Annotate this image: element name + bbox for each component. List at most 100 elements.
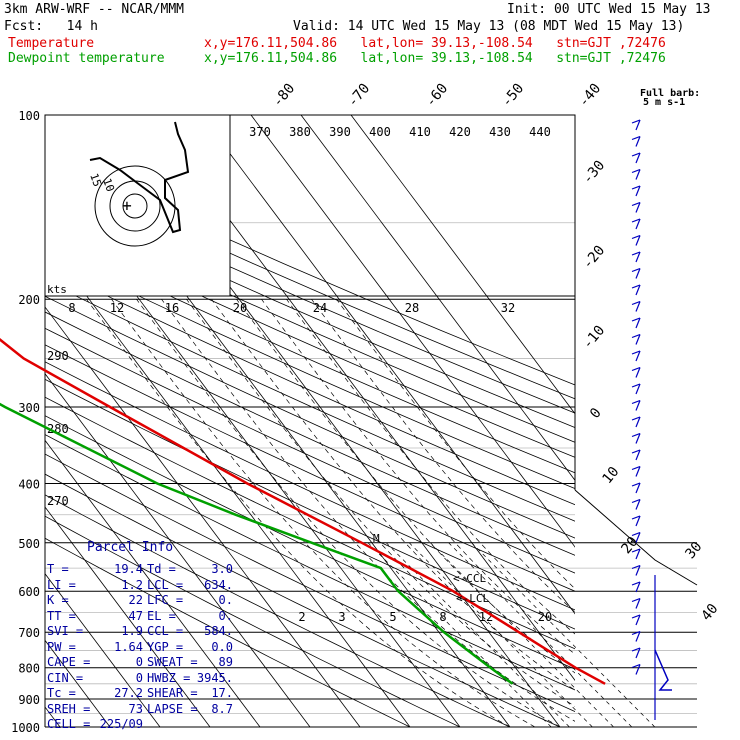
wind-barb-icon: [631, 333, 641, 339]
parcel-row: SVI = 1.9 CCL = 584.: [47, 624, 235, 640]
parcel-info-title: Parcel Info: [87, 540, 174, 555]
dry-adiabat: [45, 250, 575, 490]
wind-barb-icon: [631, 317, 641, 322]
theta-box: [229, 114, 576, 297]
parcel-cell: SHEAR =: [147, 686, 198, 700]
mixing-ratio-label: 20: [538, 610, 552, 624]
wind-barb-icon: [631, 647, 641, 652]
wind-barb-icon: [631, 152, 641, 157]
parcel-cell: SREH =: [47, 701, 91, 716]
pressure-label: 600: [18, 585, 40, 599]
wind-barb-icon: [635, 400, 641, 411]
parcel-cell: Tc =: [47, 686, 76, 700]
chart-right-edge: [574, 489, 698, 586]
parcel-row: K = 22 LFC = 0.: [47, 593, 235, 609]
theta-label: 420: [449, 125, 471, 139]
moist-adiabat: [136, 298, 561, 727]
mixing-ratio-line: [471, 542, 656, 728]
wind-barb-icon: [635, 334, 641, 345]
mixing-ratio-label: 8: [68, 301, 75, 315]
isotherm-line: [0, 115, 10, 727]
dewpoint-profile: [0, 402, 514, 685]
mixing-ratio-label: 16: [165, 301, 179, 315]
mixing-ratio-label: 8: [439, 610, 446, 624]
parcel-cell: 634.: [204, 577, 233, 592]
dry-adiabat: [45, 311, 575, 556]
wind-barb-icon: [635, 119, 641, 131]
parcel-row: Tc = 27.2 SHEAR = 17.: [47, 686, 235, 702]
dry-adiabat: [45, 181, 575, 414]
hodograph-units-label: kts: [47, 283, 67, 296]
wind-barb-icon: [631, 465, 641, 471]
parcel-row: LI = 1.2 LCL = 634.: [47, 578, 235, 594]
isotherm-line: [45, 239, 411, 727]
dry-adiabat: [45, 167, 575, 400]
mixing-ratio-label: 24: [313, 301, 327, 315]
mixing-ratio-label: 5: [389, 610, 396, 624]
wind-barb-icon: [635, 350, 641, 362]
parcel-cell: 0.: [218, 608, 233, 623]
theta-label: 390: [329, 125, 351, 139]
moist-adiabat: [86, 298, 511, 727]
dry-adiabat: [45, 295, 575, 539]
mixing-ratio-line: [409, 542, 593, 728]
dewpoint-location: x,y=176.11,504.86 lat,lon= 39.13,-108.54…: [204, 51, 666, 66]
wind-barb-icon: [631, 366, 641, 372]
parcel-cell: 0.: [218, 593, 233, 607]
parcel-row: CELL = 225/09: [47, 717, 235, 733]
wind-barb-icon: [635, 383, 641, 395]
isotherm-line: [45, 439, 261, 727]
moist-adiabat: [186, 298, 575, 707]
wind-barb-icon: [631, 581, 641, 586]
moist-adiabat: [286, 298, 575, 635]
parcel-cell: LI =: [47, 577, 76, 592]
wind-barb-icon: [631, 399, 641, 405]
isotherm-line: [45, 373, 311, 727]
dry-adiabat: [45, 280, 575, 522]
theta-label: 400: [369, 125, 391, 139]
parcel-cell: EL =: [147, 608, 176, 623]
parcel-cell: 89: [218, 655, 233, 669]
dry-adiabat: [45, 221, 575, 458]
pressure-label: 100: [18, 109, 40, 123]
parcel-cell: CIN =: [47, 670, 84, 685]
parcel-row: T = 19.4 Td = 3.0: [47, 562, 235, 578]
dry-adiabat-label: 270: [47, 494, 69, 508]
wind-barb-icon: [631, 234, 641, 240]
wind-barb-icon: [635, 251, 641, 263]
parcel-info-table: T = 19.4 Td = 3.0 LI = 1.2 LCL = 634. K = 22 LFC =…: [47, 562, 235, 733]
parcel-row: TT = 47 EL = 0.: [47, 609, 235, 625]
parcel-cell: 8.7: [211, 701, 233, 716]
parcel-cell: SWEAT =: [147, 655, 198, 669]
parcel-cell: 1.64: [114, 639, 143, 654]
isotherm-line: [250, 115, 575, 548]
wind-barb-icon: [635, 614, 641, 626]
parcel-cell: 17.: [211, 686, 233, 700]
m-marker: M: [373, 532, 380, 545]
dry-adiabat: [45, 396, 575, 650]
wind-barb-icon: [635, 565, 641, 576]
mixing-ratio-label: 28: [405, 301, 419, 315]
isotherm-label: -30: [580, 158, 609, 188]
isotherm-label: 40: [698, 601, 721, 624]
init-time: Init: 00 UTC Wed 15 May 13: [507, 2, 711, 17]
parcel-cell: LFC =: [147, 593, 184, 607]
wind-barb-icon: [635, 581, 641, 593]
isotherm-label: -70: [345, 81, 374, 111]
dry-adiabat: [45, 453, 575, 712]
temperature-location: x,y=176.11,504.86 lat,lon= 39.13,-108.54…: [204, 36, 666, 51]
dry-adiabat: [45, 494, 511, 727]
parcel-row: CIN = 0 HWBZ = 3945.: [47, 671, 235, 687]
mixing-ratio-label: 20: [233, 301, 247, 315]
dry-adiabat: [45, 207, 575, 443]
isotherm-label: -80: [270, 81, 299, 111]
temperature-profile: [0, 338, 606, 685]
parcel-cell: 27.2: [114, 686, 143, 700]
parcel-cell: [195, 717, 233, 733]
ccl-marker: <-CCL: [453, 572, 486, 585]
wind-barb-icon: [635, 235, 641, 246]
dry-adiabat: [45, 415, 575, 670]
barb-legend-title: Full barb:: [640, 88, 700, 99]
model-title: 3km ARW-WRF -- NCAR/MMM: [4, 2, 185, 17]
